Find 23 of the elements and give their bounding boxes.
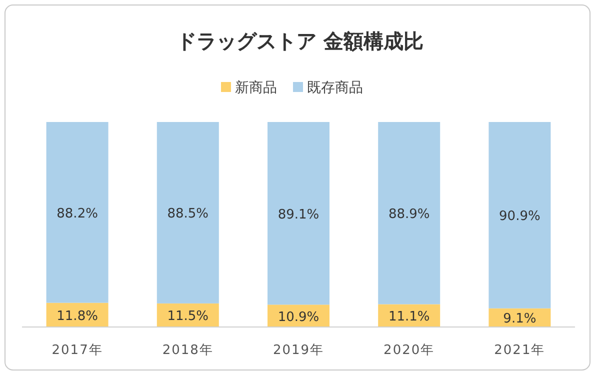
data-label: 10.9% — [278, 310, 320, 325]
bar — [268, 122, 330, 305]
x-tick-label: 2020年 — [384, 343, 435, 358]
data-label: 88.5% — [167, 206, 209, 222]
data-label: 88.9% — [388, 207, 430, 222]
x-tick-label: 2018年 — [162, 343, 214, 358]
x-tick-label: 2019年 — [272, 343, 324, 358]
bar — [46, 122, 108, 303]
legend-label: 既存商品 — [307, 80, 363, 96]
bar — [156, 122, 219, 304]
data-label: 90.9% — [499, 209, 540, 224]
data-label: 88.2% — [56, 206, 98, 222]
bar — [378, 122, 440, 304]
data-label: 11.1% — [388, 310, 430, 325]
data-label: 11.5% — [167, 309, 209, 324]
x-tick-label: 2021年 — [494, 343, 546, 358]
legend-label: 新商品 — [235, 80, 277, 96]
data-label: 9.1% — [503, 312, 536, 327]
bar — [488, 122, 551, 308]
data-label: 89.1% — [278, 207, 320, 222]
x-tick-label: 2017年 — [52, 343, 103, 358]
chart-title: ドラッグストア 金額構成比 — [176, 29, 424, 53]
data-label: 11.8% — [56, 308, 98, 324]
